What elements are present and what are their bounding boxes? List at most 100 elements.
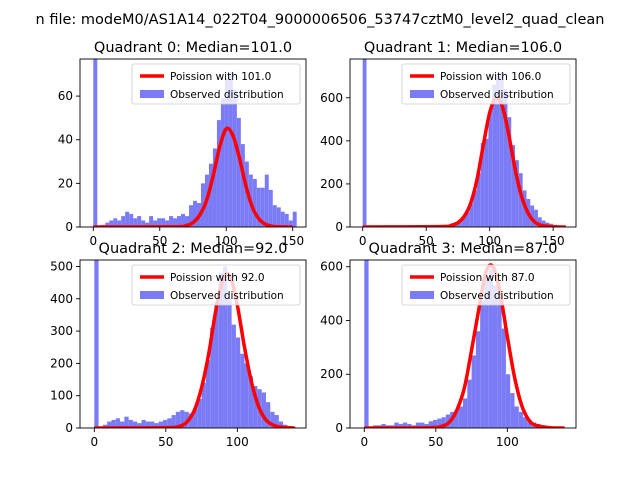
histogram-bar [480,143,485,227]
histogram-bar [420,422,425,428]
x-tick-label: 150 [542,234,565,248]
histogram-bar [150,421,155,428]
legend: Poission with 106.0 Observed distribution [401,63,571,105]
legend: Poission with 92.0 Observed distribution [131,264,301,306]
histogram-bar [432,419,438,428]
histogram-bar [154,423,159,428]
histogram-bar [232,89,237,227]
histogram-bar [437,418,442,428]
legend-hist-swatch [140,90,164,98]
histogram-bar [424,423,429,428]
histogram-bar [153,220,158,227]
histogram-bar [264,174,269,227]
histogram-bar [467,379,472,428]
histogram-bar [284,213,289,227]
histogram-bar [511,145,516,227]
histogram-bar [141,419,146,428]
histogram-bar [480,301,485,428]
histogram-bar [381,423,386,428]
histogram-bar [137,423,142,428]
histogram-bar [193,408,198,428]
x-tick-label: 50 [428,435,443,449]
x-tick-label: 100 [226,435,249,449]
legend-hist-label: Observed distribution [170,290,284,302]
histogram-bar [457,220,462,227]
histogram-bar [501,328,506,428]
histogram-bar [272,205,277,227]
x-tick-label: 100 [215,234,238,248]
plot-area [364,260,566,428]
histogram-bar [256,187,261,227]
histogram-bar [260,187,265,227]
histogram-bar [244,363,249,428]
y-tick-label: 400 [320,313,343,327]
histogram-bar [276,207,281,227]
y-tick-label: 20 [58,176,73,190]
legend: Poission with 87.0 Observed distribution [401,264,571,306]
legend-poisson-label: Poission with 87.0 [440,272,535,284]
histogram-bar [488,110,493,227]
x-tick-label: 100 [496,435,519,449]
y-tick-label: 500 [50,259,73,273]
histogram-bar [288,220,293,227]
histogram-bar [484,138,489,227]
histogram-bar [398,423,403,428]
histogram-bar [214,302,219,428]
x-tick-label: 50 [419,234,434,248]
y-tick-label: 0 [65,220,73,234]
legend-poisson-label: Poission with 92.0 [170,272,265,284]
histogram-bar [220,98,225,227]
histogram-bar [428,421,433,428]
histogram-bar [473,190,477,227]
y-tick-label: 0 [65,421,73,435]
histogram-bar [224,78,229,227]
histogram-bar [503,89,508,227]
legend-hist-label: Observed distribution [170,89,284,101]
plot-area [93,59,297,227]
histogram-bar [210,327,215,428]
histogram-bar [113,218,118,227]
histogram-bar [137,216,142,227]
x-tick-label: 100 [478,234,501,248]
subplot-title: Quadrant 3: Median=87.0 [369,241,558,257]
legend-hist-label: Observed distribution [440,89,554,101]
histogram-bar [507,117,512,227]
y-tick-label: 600 [320,260,343,274]
histogram-bar [499,71,504,227]
y-tick-label: 60 [58,89,73,103]
histogram-bar [128,419,133,428]
histogram-bar [518,173,523,227]
histogram-bar [93,59,98,227]
histogram-bar [124,416,129,428]
histogram-bar [158,421,163,428]
histogram-bar [278,421,284,428]
histogram-bar [218,272,224,428]
histogram-bar [145,222,150,227]
x-tick-label: 0 [359,234,367,248]
histogram-bar [407,423,412,428]
histogram-bar [362,59,367,227]
histogram-bar [280,211,285,227]
histogram-bar [240,144,245,227]
x-tick-label: 50 [152,234,167,248]
subplot-grid: 0 50 100 150 0 20 40 60 Poission with 101.0 Obser… [50,40,577,449]
plot-area [94,260,296,428]
subplot-quadrant-2: 0 50 100 0 100 200 300 400 500 Poission with 92.0… [50,241,307,449]
subplot-title: Quadrant 1: Median=106.0 [364,40,562,56]
histogram-bar [181,213,186,227]
histogram-bar [364,260,369,428]
histogram-bar [141,220,146,227]
legend-poisson-label: Poission with 106.0 [440,71,541,83]
legend-poisson-label: Poission with 101.0 [170,71,271,83]
histogram-bar [441,417,446,428]
histogram-bar [394,422,399,428]
legend-box [131,63,301,105]
histogram-bar [534,209,538,227]
histogram-bar [169,216,174,227]
histogram-bar [227,298,232,428]
subplot-title: Quadrant 0: Median=101.0 [94,40,292,56]
histogram-bar [228,72,233,227]
histogram-bar [145,421,151,428]
histogram-bar [120,421,125,428]
histogram-bar [458,406,463,428]
